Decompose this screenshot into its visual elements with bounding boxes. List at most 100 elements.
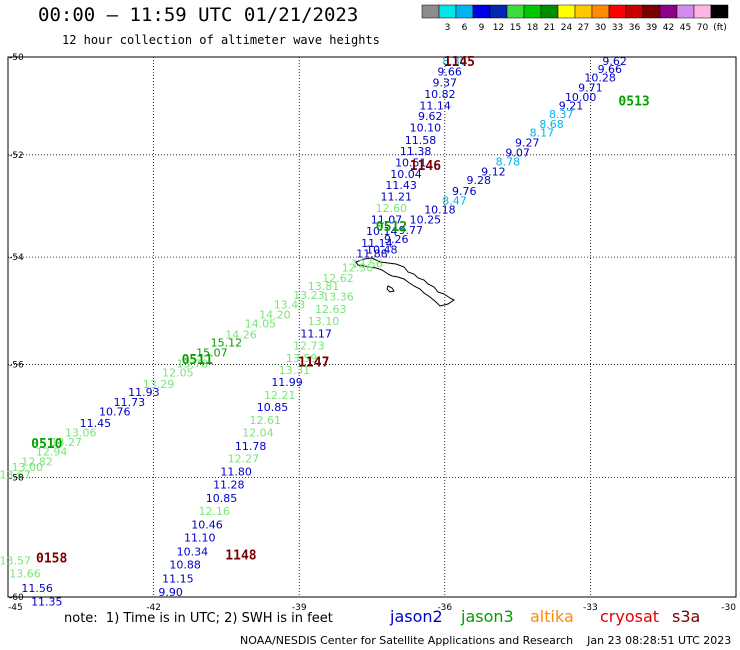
colorbar-tick-label: 6 <box>462 23 468 33</box>
wave-height-value: 8.78 <box>496 155 521 168</box>
wave-height-value: 9.12 <box>481 165 506 178</box>
colorbar-tick-label: 36 <box>629 23 641 33</box>
wave-height-value: 13.59 <box>286 352 318 365</box>
wave-height-value: 9.28 <box>467 174 492 187</box>
colorbar-swatch <box>693 4 712 19</box>
wave-height-value: 12.62 <box>322 272 354 285</box>
axis-tick-labels: -45 -42 -39 -36 -33 -30 -50 -52 -54 -56 -58 -60 <box>8 53 736 613</box>
wave-height-value: 13.27 <box>50 436 82 449</box>
wave-height-value: 11.80 <box>220 466 252 479</box>
colorbar-swatch <box>642 4 661 19</box>
wave-height-value: 13.23 <box>293 289 325 302</box>
wave-height-value: 9.66 <box>437 65 462 78</box>
wave-height-value: 8.30 <box>442 55 467 68</box>
colorbar-swatch <box>421 4 440 19</box>
colorbar-swatch <box>574 4 593 19</box>
wave-height-value: 10.82 <box>424 88 456 101</box>
legend-altika: altika <box>530 607 574 626</box>
colorbar-swatch <box>591 4 610 19</box>
wave-height-value: 11.35 <box>31 595 63 608</box>
colorbar-swatch <box>523 4 542 19</box>
pass-time-label: 0513 <box>618 94 649 109</box>
plot-frame <box>7 56 737 598</box>
wave-height-value: 11.56 <box>21 582 53 595</box>
wave-height-value: 14.05 <box>245 318 277 331</box>
wave-height-value: 12.60 <box>376 202 408 215</box>
wave-height-value: 12.73 <box>293 339 325 352</box>
colorbar-tick-label: 33 <box>612 23 623 33</box>
wave-height-value: 9.77 <box>399 224 424 237</box>
legend-s3a: s3a <box>672 607 701 626</box>
colorbar-tick-label: 3 <box>445 23 451 33</box>
wave-height-value: 12.36 <box>342 262 374 275</box>
wave-height-value: 13.57 <box>0 554 31 567</box>
wave-height-value: 11.15 <box>162 573 194 586</box>
wave-height-value: 10.85 <box>206 492 238 505</box>
wave-height-value: 10.18 <box>424 203 456 216</box>
wave-height-value: 12.04 <box>242 427 274 440</box>
colorbar-swatch <box>625 4 644 19</box>
wave-height-value: 13.29 <box>143 378 175 391</box>
wave-height-value: 9.26 <box>384 233 409 246</box>
pass-time-label: 0510 <box>31 437 62 452</box>
colorbar-swatch <box>710 4 729 19</box>
wave-height-value: 11.43 <box>385 179 417 192</box>
wave-height-value: 13.78 <box>177 357 209 370</box>
lat-tick-label: -56 <box>9 360 24 370</box>
wave-height-value: 10.48 <box>366 243 398 256</box>
wave-height-value: 11.38 <box>400 145 432 158</box>
wave-height-value: 8.37 <box>549 108 574 121</box>
lon-tick-label: -45 <box>8 603 23 613</box>
wave-height-value: 12.82 <box>21 455 53 468</box>
south-georgia-island <box>355 257 455 307</box>
wave-height-value: 11.93 <box>128 386 160 399</box>
footer-note: note: 1) Time is in UTC; 2) SWH is in fe… <box>64 611 333 626</box>
wave-height-value: 11.88 <box>356 247 388 260</box>
plot-border <box>7 56 737 598</box>
page-subtitle: 12 hour collection of altimeter wave hei… <box>62 33 380 47</box>
pass-time-label: 1146 <box>410 159 441 174</box>
colorbar-swatch <box>489 4 508 19</box>
wave-height-value: 10.04 <box>390 168 422 181</box>
wave-height-value: 10.00 <box>565 91 597 104</box>
colorbar-tick-label: 24 <box>561 23 573 33</box>
pass-time-label: 0158 <box>36 551 67 566</box>
wave-height-value: 10.25 <box>410 214 442 227</box>
wave-height-value: 11.45 <box>80 417 112 430</box>
wave-height-value: 13.66 <box>9 568 41 581</box>
wave-height-value: 11.21 <box>381 191 413 204</box>
lat-tick-label: -52 <box>9 151 24 161</box>
colorbar-swatch <box>506 4 525 19</box>
wave-height-value: 10.51 <box>395 156 427 169</box>
lon-tick-label: -36 <box>437 603 452 613</box>
wave-height-value: 13.10 <box>308 315 340 328</box>
pass-time-label: 1148 <box>225 548 256 563</box>
lon-tick-label: -39 <box>292 603 307 613</box>
wave-height-value: 12.63 <box>315 303 347 316</box>
colorbar-unit: (ft) <box>713 23 727 33</box>
wave-height-value: 10.88 <box>169 559 201 572</box>
wave-height-value: 10.76 <box>99 406 131 419</box>
wave-height-value: 10.34 <box>177 545 209 558</box>
lon-tick-label: -33 <box>583 603 598 613</box>
colorbar-swatch <box>557 4 576 19</box>
wave-height-value: 13.43 <box>274 299 306 312</box>
wave-height-value: 12.56 <box>351 257 383 270</box>
wave-height-value: 12.21 <box>264 389 296 402</box>
wave-height-value: 15.12 <box>211 337 243 350</box>
wave-height-value: 11.78 <box>235 440 267 453</box>
pass-time-label: 1147 <box>298 356 329 371</box>
pass-time-label: 1145 <box>444 55 475 70</box>
lat-tick-label: -50 <box>9 53 24 63</box>
colorbar-tick-label: 12 <box>493 23 504 33</box>
colorbar-swatch <box>455 4 474 19</box>
wave-height-value: 11.73 <box>114 396 146 409</box>
wave-height-value: 13.06 <box>65 427 97 440</box>
wave-height-value: 9.07 <box>505 146 530 159</box>
colorbar-tick-label: 39 <box>646 23 658 33</box>
wave-height-value: 13.00 <box>12 461 44 474</box>
wave-height-value: 13.67 <box>0 469 31 482</box>
wave-height-value: 9.76 <box>452 185 477 198</box>
wave-height-value: 10.85 <box>257 401 289 414</box>
wave-height-value: 9.27 <box>515 136 540 149</box>
